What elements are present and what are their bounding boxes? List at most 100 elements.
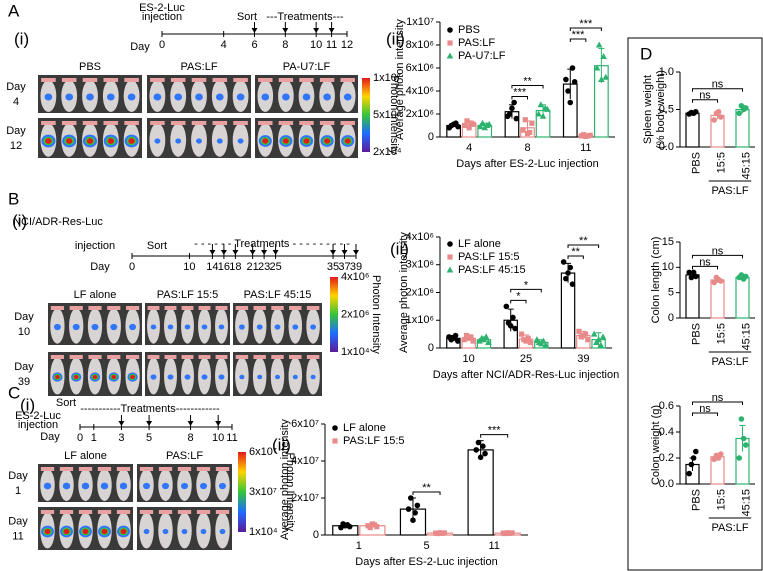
signal xyxy=(82,528,89,535)
data-point xyxy=(485,120,493,127)
legend-label: PAS:LF xyxy=(458,37,495,49)
data-point xyxy=(477,454,484,461)
data-point xyxy=(590,330,598,337)
timeline-text: - - - - - - Treatments - - - - - - - - - xyxy=(194,238,350,250)
data-point xyxy=(738,416,745,422)
colorbar-label: 1x10⁷ xyxy=(373,72,401,84)
signal xyxy=(257,374,263,380)
data-point xyxy=(544,105,551,112)
data-point xyxy=(693,448,699,455)
signal xyxy=(150,374,157,380)
signal xyxy=(238,324,245,330)
data-point xyxy=(513,115,520,122)
significance-label: ns xyxy=(712,392,724,404)
legend-label: PA-U7:LF xyxy=(458,50,506,62)
mouse-tag xyxy=(253,355,266,359)
x-tick-label: PBS xyxy=(690,489,702,511)
panel-label: B xyxy=(8,189,19,208)
timeline-day: 14 xyxy=(206,261,218,273)
mouse-tag xyxy=(215,510,230,514)
significance-bracket xyxy=(511,96,528,100)
signal xyxy=(219,528,226,535)
timeline-day: 6 xyxy=(251,39,257,51)
y-tick-label: 2x10⁶ xyxy=(406,286,434,298)
data-point xyxy=(711,117,717,123)
timeline-day: 1 xyxy=(91,432,97,444)
legend-label: LF alone xyxy=(458,238,501,250)
treatment-arrow-head xyxy=(341,250,348,255)
bar xyxy=(735,276,750,319)
significance-bracket xyxy=(692,254,743,259)
signal xyxy=(200,528,207,535)
timeline-day: 0 xyxy=(129,261,135,273)
panel-label: C xyxy=(8,383,20,402)
signal xyxy=(92,374,98,380)
timeline-text: injection xyxy=(142,11,182,23)
data-point xyxy=(475,439,482,446)
significance-label: ns xyxy=(699,90,711,102)
mouse-tag xyxy=(340,121,355,125)
x-tick-label: 11 xyxy=(488,540,499,552)
data-point xyxy=(447,241,453,247)
timeline-day: 11 xyxy=(226,432,237,444)
data-point xyxy=(367,525,373,531)
data-point xyxy=(711,279,717,286)
x-tick-label: 5 xyxy=(423,540,429,552)
panel-label: D xyxy=(640,44,652,63)
bar xyxy=(685,274,700,319)
data-point xyxy=(565,270,571,276)
data-point xyxy=(693,108,699,115)
y-axis-label: (% body weight) xyxy=(655,70,667,149)
timeline-text: ES-2-Luc xyxy=(15,410,61,422)
data-point xyxy=(599,333,607,340)
signal xyxy=(63,528,70,535)
x-tick-label: 11 xyxy=(580,142,591,154)
mouse-tag xyxy=(233,78,248,82)
mouse-tag xyxy=(147,306,160,310)
mouse-tag xyxy=(253,306,266,310)
bar xyxy=(710,279,725,319)
data-point xyxy=(602,73,610,80)
signal xyxy=(184,324,191,330)
mouse-tag xyxy=(150,121,165,125)
signal xyxy=(44,93,53,101)
y-tick-label: 0.4 xyxy=(659,426,674,438)
mouse-tag xyxy=(340,78,355,82)
timeline-day: 11 xyxy=(326,39,337,51)
mouse-tag xyxy=(88,355,102,359)
image-row-label: Day xyxy=(14,311,34,323)
mouse-tag xyxy=(235,355,249,359)
signal xyxy=(262,138,269,144)
data-point xyxy=(447,40,453,46)
mouse-tag xyxy=(215,467,230,471)
colorbar-label: 2x10⁴ xyxy=(373,146,402,158)
timeline-text: Sort xyxy=(237,11,257,23)
timeline-day: 0 xyxy=(159,39,165,51)
signal xyxy=(303,138,310,144)
mouse-tag xyxy=(124,78,139,82)
mouse-tag xyxy=(147,355,160,359)
y-tick-label: 0.6 xyxy=(659,400,674,412)
y-tick-label: 15 xyxy=(662,236,674,248)
timeline-day: 0 xyxy=(77,432,83,444)
mouse-tag xyxy=(319,78,335,82)
mouse-tag xyxy=(289,306,302,310)
mouse-tag xyxy=(215,306,228,310)
treatment-arrow-head xyxy=(282,28,289,33)
signal xyxy=(127,93,136,101)
signal xyxy=(44,528,51,535)
data-point xyxy=(587,132,593,138)
signal xyxy=(154,138,161,144)
y-tick-label: 1.0 xyxy=(659,66,674,78)
data-point xyxy=(565,88,571,94)
signal xyxy=(91,323,99,331)
panel-d-frame xyxy=(627,37,763,571)
data-point xyxy=(447,254,453,260)
significance-bracket xyxy=(692,412,718,416)
data-point xyxy=(686,470,692,477)
data-point xyxy=(718,451,724,457)
treatment-arrow-head xyxy=(328,28,335,33)
mouse-tag xyxy=(235,306,249,310)
significance-bracket xyxy=(692,401,743,405)
mouse-tag xyxy=(299,78,314,82)
